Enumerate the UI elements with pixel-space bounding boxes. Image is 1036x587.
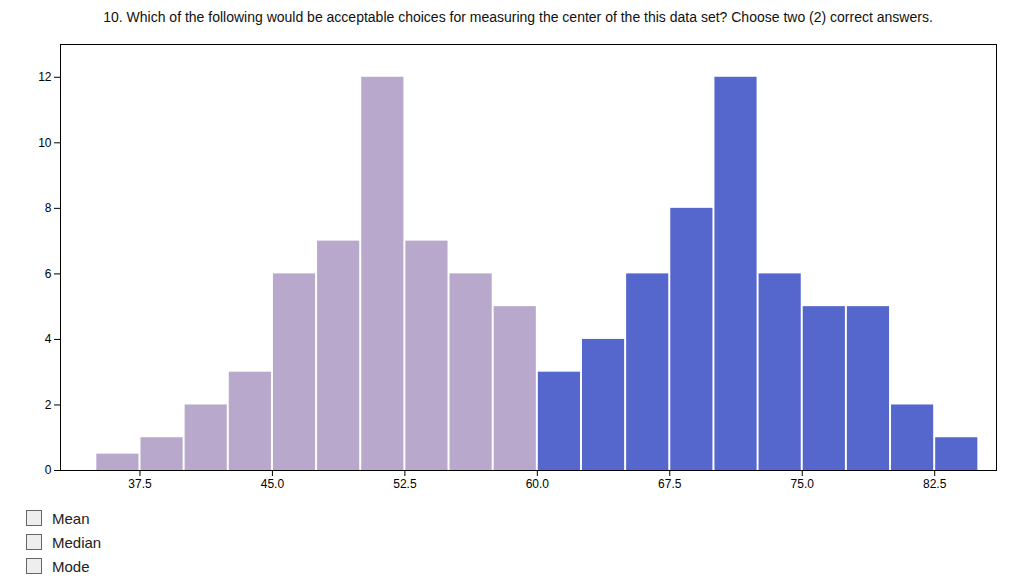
- svg-text:0: 0: [45, 464, 52, 478]
- svg-text:8: 8: [45, 201, 52, 215]
- svg-text:10: 10: [38, 136, 52, 150]
- svg-text:6: 6: [45, 267, 52, 281]
- svg-text:12: 12: [38, 70, 52, 84]
- html-text:Mean: Mean: [52, 509, 90, 527]
- svg-text:67.5: 67.5: [658, 477, 682, 491]
- html-text:Median: Median: [52, 533, 102, 551]
- svg-text:60.0: 60.0: [526, 477, 550, 491]
- svg-text:52.5: 52.5: [393, 477, 417, 491]
- html-text:Mode: Mode: [52, 557, 90, 575]
- svg-text:2: 2: [45, 398, 52, 412]
- svg-text:75.0: 75.0: [791, 477, 815, 491]
- svg-text:37.5: 37.5: [128, 477, 152, 491]
- svg-text:4: 4: [45, 332, 52, 346]
- html-text:10. Which of the following wou: 10. Which of the following would be acce…: [103, 9, 933, 25]
- svg-text:82.5: 82.5: [923, 477, 947, 491]
- svg-text:45.0: 45.0: [261, 477, 285, 491]
